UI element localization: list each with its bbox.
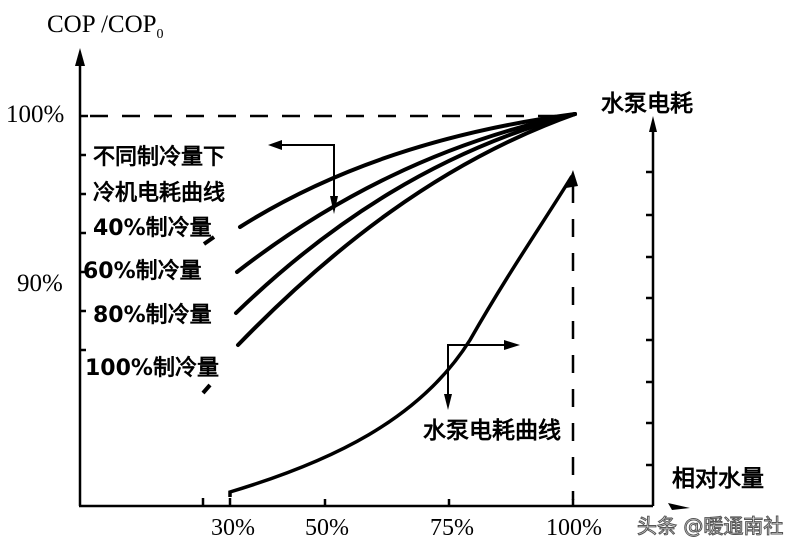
right-y-axis-arrow-icon bbox=[649, 116, 657, 132]
y-tick-label-100: 100% bbox=[6, 101, 65, 128]
annotation-arrow-left-icon bbox=[268, 140, 282, 150]
annotation-arrow-down-icon bbox=[330, 196, 338, 214]
curve-40-percent-load bbox=[238, 112, 577, 229]
x-tick-label-100: 100% bbox=[546, 515, 602, 541]
y-axis-title: COP /COP0 bbox=[47, 11, 164, 43]
x-axis-arrow-icon bbox=[668, 503, 690, 510]
curve-60-percent-load bbox=[235, 112, 577, 274]
annotation-leader-chiller bbox=[278, 144, 335, 210]
left-y-ticks bbox=[80, 114, 88, 352]
annotation-chiller-line2: 冷机电耗曲线 bbox=[93, 181, 226, 206]
curve-fragment bbox=[202, 235, 216, 246]
y-axis-title-subscript: 0 bbox=[156, 27, 164, 42]
curve-pump-power bbox=[228, 175, 574, 497]
curve-fragment bbox=[201, 383, 212, 395]
series-label-40: 40%制冷量 bbox=[93, 216, 212, 241]
right-y-ticks bbox=[646, 170, 653, 467]
x-tick-label-75: 75% bbox=[430, 515, 474, 541]
left-y-axis-arrow-icon bbox=[75, 48, 85, 66]
y2-axis-title: 水泵电耗 bbox=[601, 91, 693, 117]
pump-curve-label: 水泵电耗曲线 bbox=[423, 418, 561, 444]
series-label-100: 100%制冷量 bbox=[85, 356, 219, 381]
x-tick-label-50: 50% bbox=[305, 515, 349, 541]
x-tick-label-30: 30% bbox=[211, 515, 255, 541]
x-axis-title: 相对水量 bbox=[672, 466, 764, 492]
watermark: 头条 @暖通南社 bbox=[636, 514, 784, 539]
curve-100-percent-load bbox=[236, 112, 577, 347]
curve-80-percent-load bbox=[234, 112, 577, 315]
series-label-60: 60%制冷量 bbox=[83, 259, 202, 284]
annotation-leader-pump bbox=[447, 344, 508, 405]
y-axis-title-main: COP /COP bbox=[47, 11, 157, 38]
pump-curve-end-arrow-icon bbox=[566, 170, 578, 188]
y-tick-label-90: 90% bbox=[17, 270, 63, 297]
series-label-80: 80%制冷量 bbox=[93, 303, 212, 328]
x-ticks bbox=[201, 498, 575, 506]
annotation-arrow-down-icon bbox=[444, 394, 452, 410]
annotation-chiller-line1: 不同制冷量下 bbox=[93, 145, 226, 170]
annotation-arrow-right-icon bbox=[504, 340, 520, 350]
